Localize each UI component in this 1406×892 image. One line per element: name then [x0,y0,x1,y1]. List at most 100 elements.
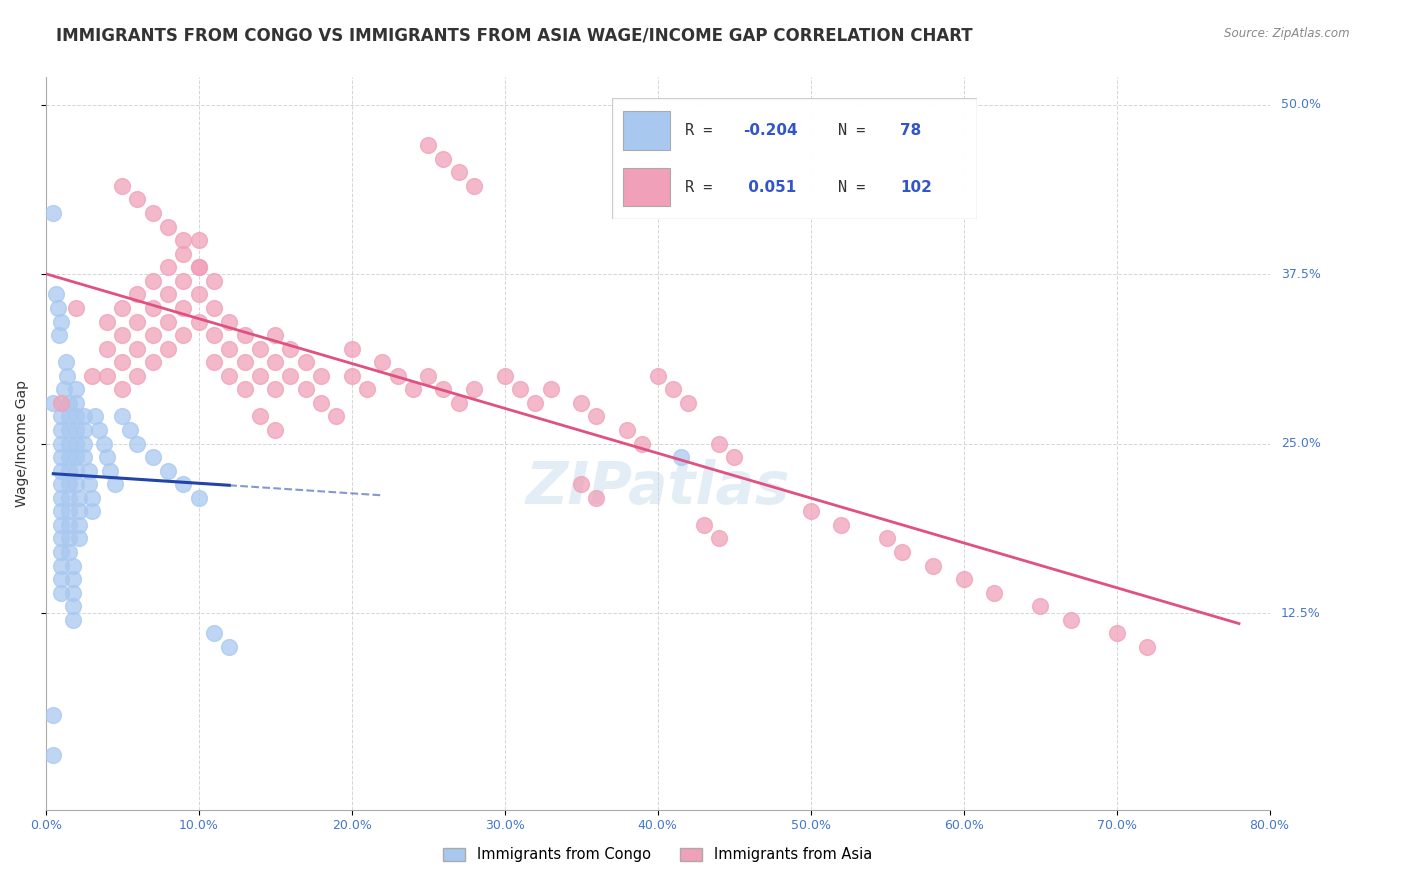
Immigrants from Congo [58,423,80,437]
Immigrants from Congo [49,504,72,518]
Immigrants from Asia [172,246,194,260]
Immigrants from Asia [96,314,118,328]
Immigrants from Congo [49,545,72,559]
Immigrants from Asia [463,178,485,193]
Immigrants from Asia [111,301,134,315]
Immigrants from Asia [876,532,898,546]
Immigrants from Asia [800,504,823,518]
Immigrants from Asia [463,382,485,396]
Immigrants from Asia [280,368,302,383]
Text: IMMIGRANTS FROM CONGO VS IMMIGRANTS FROM ASIA WAGE/INCOME GAP CORRELATION CHART: IMMIGRANTS FROM CONGO VS IMMIGRANTS FROM… [56,27,973,45]
Immigrants from Asia [157,219,180,234]
Immigrants from Asia [387,368,409,383]
Immigrants from Asia [309,396,332,410]
Immigrants from Asia [157,314,180,328]
Immigrants from Congo [49,314,72,328]
Immigrants from Asia [127,368,149,383]
Immigrants from Congo [65,436,87,450]
Immigrants from Congo [49,532,72,546]
Immigrants from Congo [42,707,65,722]
Immigrants from Asia [127,193,149,207]
Immigrants from Congo [58,477,80,491]
Immigrants from Congo [42,748,65,763]
Immigrants from Asia [294,382,316,396]
Immigrants from Asia [723,450,745,464]
Immigrants from Asia [1136,640,1159,654]
Immigrants from Asia [371,355,394,369]
Text: 50.0%: 50.0% [1281,98,1320,112]
Text: 102: 102 [900,179,932,194]
Immigrants from Asia [325,409,347,424]
Immigrants from Asia [172,274,194,288]
Immigrants from Congo [65,450,87,464]
Legend: Immigrants from Congo, Immigrants from Asia: Immigrants from Congo, Immigrants from A… [437,842,877,868]
Immigrants from Congo [56,368,79,383]
Immigrants from Asia [340,368,363,383]
Text: N =: N = [838,123,875,138]
Immigrants from Congo [73,436,96,450]
Immigrants from Asia [264,423,287,437]
Immigrants from Asia [80,368,103,383]
Immigrants from Congo [58,436,80,450]
Immigrants from Congo [58,532,80,546]
Immigrants from Asia [707,436,730,450]
Immigrants from Asia [142,274,165,288]
Immigrants from Congo [202,626,225,640]
Immigrants from Congo [58,504,80,518]
Immigrants from Congo [73,450,96,464]
Text: R =: R = [685,123,721,138]
Immigrants from Asia [187,287,209,301]
Immigrants from Congo [62,572,84,586]
Immigrants from Asia [647,368,669,383]
Immigrants from Congo [65,382,87,396]
Immigrants from Congo [187,491,209,505]
Immigrants from Asia [96,368,118,383]
Immigrants from Asia [432,152,454,166]
Immigrants from Congo [58,491,80,505]
Immigrants from Congo [67,491,90,505]
Immigrants from Congo [103,477,125,491]
Y-axis label: Wage/Income Gap: Wage/Income Gap [15,380,30,507]
Immigrants from Asia [142,301,165,315]
Immigrants from Asia [249,409,271,424]
Immigrants from Congo [62,613,84,627]
FancyBboxPatch shape [623,168,671,206]
Immigrants from Congo [65,477,87,491]
Immigrants from Asia [65,301,87,315]
Immigrants from Asia [111,355,134,369]
Immigrants from Asia [309,368,332,383]
Immigrants from Asia [142,206,165,220]
Immigrants from Asia [340,342,363,356]
Immigrants from Asia [432,382,454,396]
Immigrants from Congo [49,517,72,532]
Immigrants from Congo [80,491,103,505]
Text: N =: N = [838,179,875,194]
Immigrants from Asia [157,342,180,356]
FancyBboxPatch shape [623,112,671,150]
Immigrants from Congo [65,396,87,410]
Immigrants from Asia [157,287,180,301]
Immigrants from Asia [187,233,209,247]
Immigrants from Asia [96,342,118,356]
Immigrants from Congo [96,450,118,464]
Immigrants from Asia [1029,599,1052,614]
Immigrants from Congo [67,532,90,546]
Immigrants from Asia [569,396,592,410]
Immigrants from Congo [65,423,87,437]
Immigrants from Congo [127,436,149,450]
Immigrants from Asia [676,396,699,410]
Immigrants from Asia [49,396,72,410]
Immigrants from Congo [111,409,134,424]
Immigrants from Asia [202,355,225,369]
Immigrants from Asia [249,368,271,383]
Immigrants from Asia [264,328,287,343]
Immigrants from Congo [62,599,84,614]
FancyBboxPatch shape [612,98,977,219]
Immigrants from Asia [233,355,256,369]
Immigrants from Asia [172,301,194,315]
Immigrants from Congo [89,423,111,437]
Immigrants from Asia [418,368,440,383]
Immigrants from Asia [922,558,945,573]
Immigrants from Congo [49,477,72,491]
Immigrants from Congo [142,450,165,464]
